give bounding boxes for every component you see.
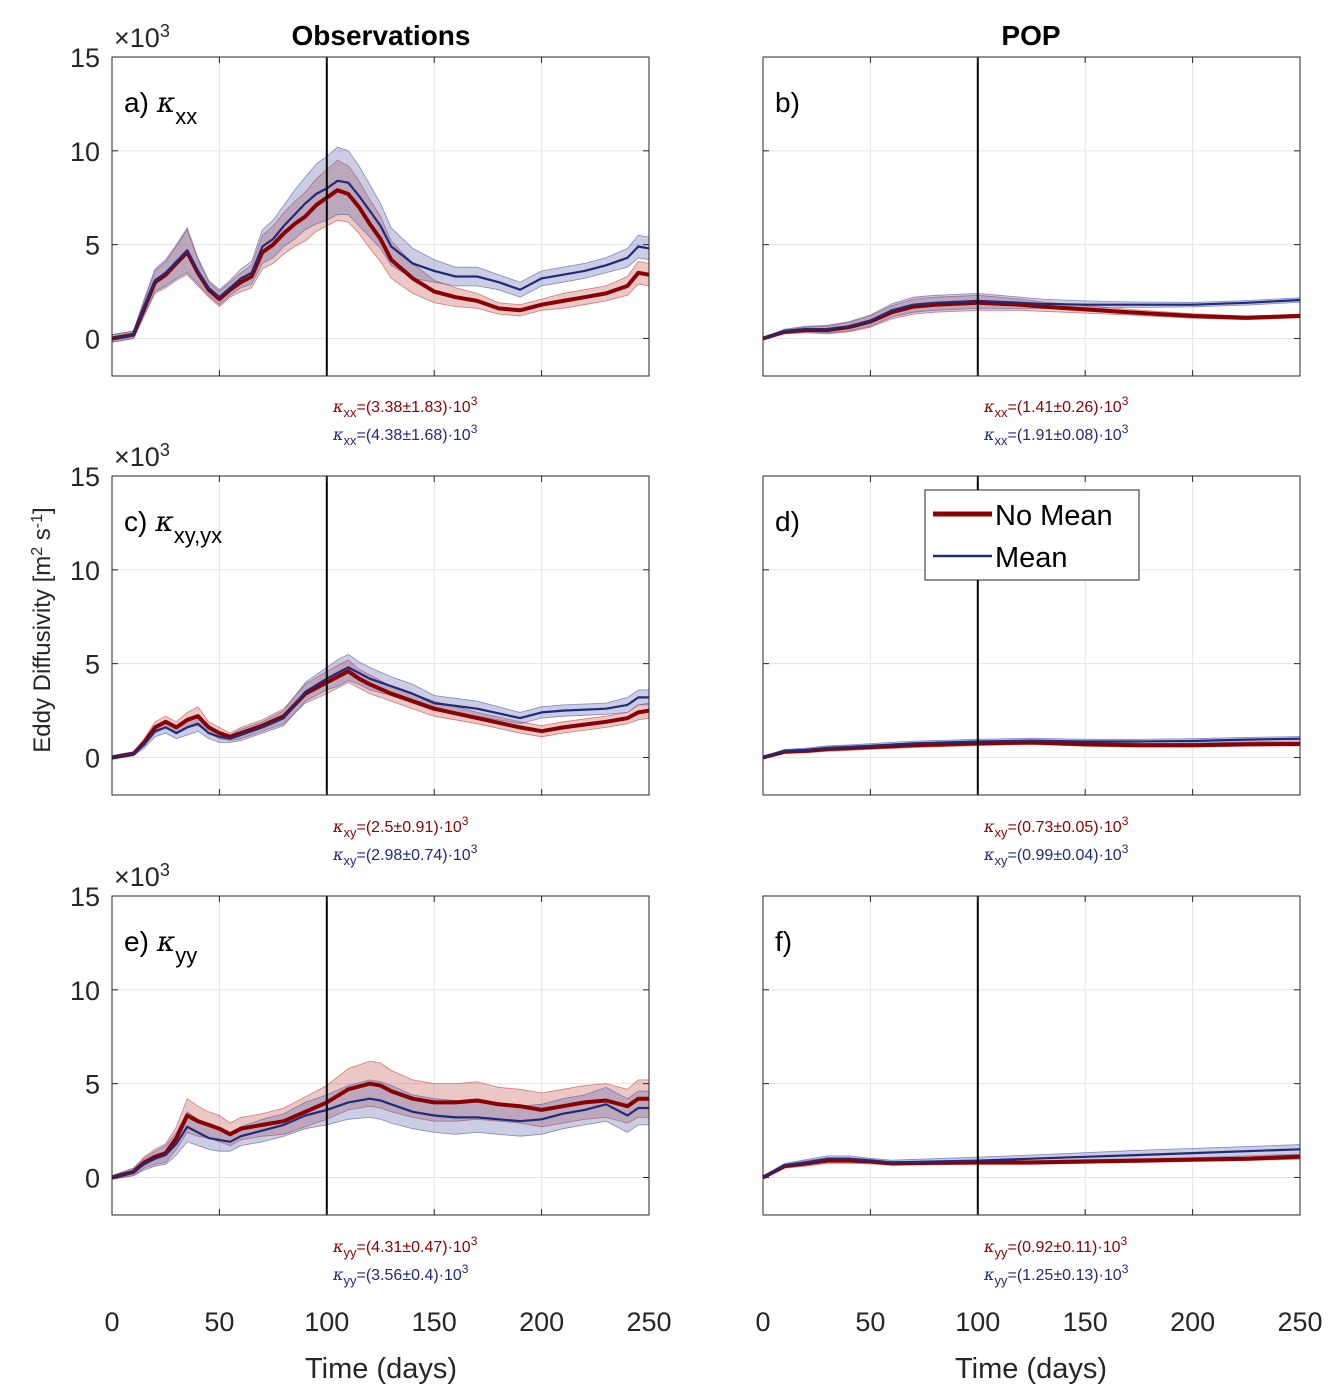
axes-box xyxy=(762,895,1301,1216)
stat-text-mean: κyy=(1.25±0.13)·103 xyxy=(983,1262,1129,1288)
stat-text-no-mean: κxy=(0.73±0.05)·103 xyxy=(983,814,1129,840)
x-tick-label: 250 xyxy=(1277,1307,1322,1337)
legend: No Mean Mean xyxy=(924,489,1140,581)
x-tick-label: 150 xyxy=(1063,1307,1108,1337)
panel-label-d: d) xyxy=(775,506,800,537)
panels-group: 0 5 10 15 ×103 a) κxx κxx=(3.38±1.83)·103κxx=(4… xyxy=(70,21,1323,1337)
stat-text-mean: κyy=(3.56±0.4)·103 xyxy=(332,1262,469,1288)
y-tick-label: 0 xyxy=(85,743,100,773)
panel-label-b: b) xyxy=(775,87,800,118)
x-tick-label: 150 xyxy=(412,1307,457,1337)
x-axis-label-left: Time (days) xyxy=(305,1353,457,1385)
axis-multiplier: ×103 xyxy=(114,21,170,53)
uncertainty-band-mean xyxy=(111,653,650,760)
axes-box xyxy=(111,895,650,1216)
axes-box xyxy=(111,56,650,377)
panel-a: 0 5 10 15 ×103 a) κxx κxx=(3.38±1.83)·103κxx=(4… xyxy=(70,21,650,448)
y-tick-label: 15 xyxy=(70,43,100,73)
y-tick-label: 5 xyxy=(85,650,100,680)
axes-box xyxy=(111,475,650,796)
y-tick-label: 0 xyxy=(85,1163,100,1193)
legend-label-no-mean: No Mean xyxy=(995,500,1113,532)
axis-multiplier: ×103 xyxy=(114,860,170,892)
series-line-mean xyxy=(762,1148,1301,1179)
stat-text-no-mean: κyy=(0.92±0.11)·103 xyxy=(983,1234,1128,1260)
legend-label-mean: Mean xyxy=(995,542,1068,574)
panel-label-a: a) κxx xyxy=(124,86,197,129)
column-title-observations: Observations xyxy=(292,20,471,51)
x-tick-label: 100 xyxy=(955,1307,1000,1337)
x-tick-label: 200 xyxy=(1170,1307,1215,1337)
panel-label-c: c) κxy,yx xyxy=(124,505,222,548)
axes-box xyxy=(762,475,1301,796)
stat-text-mean: κxy=(0.99±0.04)·103 xyxy=(983,842,1129,868)
series-line-mean xyxy=(111,1097,649,1179)
x-tick-label: 0 xyxy=(104,1307,119,1337)
column-title-pop: POP xyxy=(1001,20,1060,51)
series-line-mean xyxy=(762,298,1301,340)
x-tick-label: 100 xyxy=(304,1307,349,1337)
axis-multiplier: ×103 xyxy=(114,440,170,472)
x-tick-label: 250 xyxy=(626,1307,671,1337)
x-tick-label: 200 xyxy=(519,1307,564,1337)
stat-text-no-mean: κyy=(4.31±0.47)·103 xyxy=(332,1234,478,1260)
panel-c: 0 5 10 15 ×103 c) κxy,yx κxy=(2.5±0.91)·103κxy=… xyxy=(70,440,650,868)
x-tick-label: 50 xyxy=(204,1307,234,1337)
stat-text-no-mean: κxx=(1.41±0.26)·103 xyxy=(983,394,1129,420)
panel-label-f: f) xyxy=(775,926,792,957)
stat-text-mean: κxx=(1.91±0.08)·103 xyxy=(983,422,1129,448)
y-tick-label: 15 xyxy=(70,882,100,912)
y-tick-label: 5 xyxy=(85,1070,100,1100)
x-tick-label: 50 xyxy=(855,1307,885,1337)
stat-text-mean: κxy=(2.98±0.74)·103 xyxy=(332,842,478,868)
y-tick-label: 5 xyxy=(85,231,100,261)
axes-box xyxy=(762,56,1301,377)
y-tick-label: 10 xyxy=(70,137,100,167)
y-axis-label: Eddy Diffusivity [m2 s-1] xyxy=(29,507,57,752)
panel-label-e: e) κyy xyxy=(124,925,197,968)
series-line-no-mean xyxy=(762,1154,1301,1180)
panel-f: 0 50 100 150 200 250 f) κyy=(0.92±0.11)·103κyy=… xyxy=(755,895,1323,1337)
y-tick-label: 15 xyxy=(70,462,100,492)
x-tick-label: 0 xyxy=(755,1307,770,1337)
y-tick-label: 0 xyxy=(85,324,100,354)
series-line-no-mean xyxy=(111,1081,649,1180)
y-tick-label: 10 xyxy=(70,976,100,1006)
x-axis-label-right: Time (days) xyxy=(955,1353,1107,1385)
stat-text-no-mean: κxy=(2.5±0.91)·103 xyxy=(332,814,469,840)
series-line-mean xyxy=(762,737,1301,759)
stat-text-mean: κxx=(4.38±1.68)·103 xyxy=(332,422,478,448)
y-tick-label: 10 xyxy=(70,556,100,586)
stat-text-no-mean: κxx=(3.38±1.83)·103 xyxy=(332,394,478,420)
